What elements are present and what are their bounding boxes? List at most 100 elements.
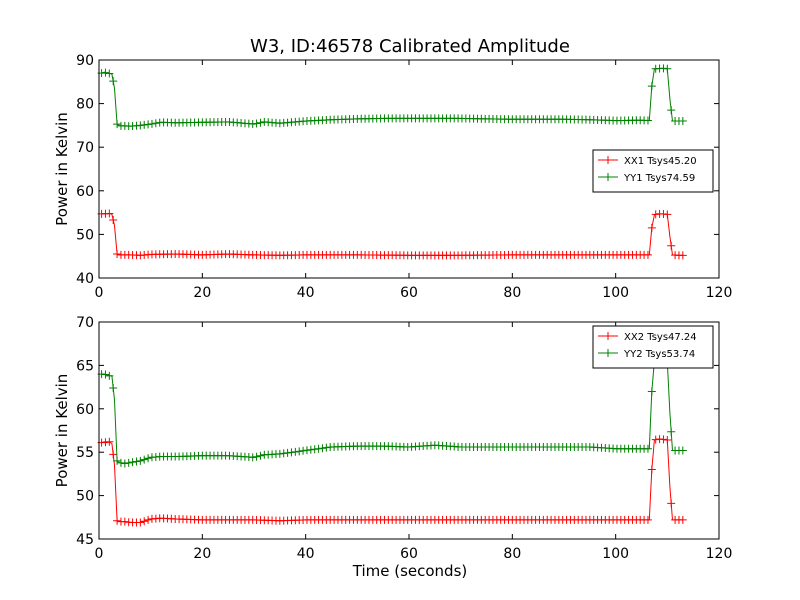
data-point (248, 453, 257, 462)
data-point (306, 445, 315, 454)
data-point (659, 435, 668, 444)
data-point (318, 444, 327, 453)
x-tick-label: 40 (297, 285, 315, 301)
data-point (663, 64, 672, 73)
y-tick-label: 80 (76, 97, 94, 113)
data-point (105, 209, 114, 218)
data-point (275, 449, 284, 458)
data-point (101, 370, 110, 379)
data-point (678, 446, 687, 455)
x-tick-label: 100 (602, 546, 629, 562)
data-point (667, 499, 676, 508)
x-tick-label: 40 (297, 546, 315, 562)
x-tick-label: 0 (95, 285, 104, 301)
y-tick-label: 65 (76, 358, 94, 374)
data-point (678, 117, 687, 126)
data-point (105, 437, 114, 446)
x-tick-label: 100 (602, 285, 629, 301)
data-point (113, 250, 122, 259)
data-point (647, 223, 656, 232)
legend-label: XX2 Tsys47.24 (624, 332, 697, 343)
data-point (136, 456, 145, 465)
y-tick-label: 50 (76, 227, 94, 243)
data-point (643, 515, 652, 524)
legend-box (592, 325, 714, 369)
data-point (109, 450, 118, 459)
y-tick-label: 45 (76, 532, 94, 548)
bottom-plot: 0 20 40 60 80 100 120 45 50 55 60 65 70 Power in Kelv… (53, 315, 732, 562)
x-axis-label: Time (seconds) (352, 562, 468, 580)
data-point (109, 216, 118, 225)
x-tick-label: 20 (193, 546, 211, 562)
legend: XX1 Tsys45.20 YY1 Tsys74.59 (592, 149, 714, 193)
data-point (295, 447, 304, 456)
data-point (113, 516, 122, 525)
legend-label: YY2 Tsys53.74 (623, 349, 695, 360)
data-point (667, 241, 676, 250)
legend-marker (604, 332, 612, 340)
x-tick-label: 120 (706, 285, 733, 301)
data-point (299, 446, 308, 455)
legend: XX2 Tsys47.24 YY2 Tsys53.74 (592, 325, 714, 369)
legend-marker (604, 349, 612, 357)
data-point (116, 458, 125, 467)
data-point (256, 118, 265, 127)
data-point (144, 120, 153, 129)
data-point (147, 119, 156, 128)
legend-marker (604, 156, 612, 164)
data-point (314, 444, 323, 453)
data-point (256, 451, 265, 460)
data-point (101, 68, 110, 77)
legend-marker (604, 173, 612, 181)
y-axis-label: Power in Kelvin (53, 112, 71, 226)
data-point (302, 446, 311, 455)
series-line-0-0 (101, 212, 683, 256)
data-point (144, 454, 153, 463)
series-line-1-0 (101, 438, 683, 523)
x-tick-label: 80 (503, 285, 521, 301)
legend-label: YY1 Tsys74.59 (623, 173, 695, 184)
data-point (109, 77, 118, 86)
data-point (667, 427, 676, 436)
data-point (643, 116, 652, 125)
y-tick-label: 90 (76, 53, 94, 69)
data-point (124, 458, 133, 467)
data-point (105, 371, 114, 380)
y-tick-label: 55 (76, 445, 94, 461)
data-point (663, 436, 672, 445)
y-tick-label: 70 (76, 140, 94, 156)
chart-title: W3, ID:46578 Calibrated Amplitude (250, 36, 570, 57)
x-tick-label: 60 (400, 285, 418, 301)
data-point (643, 250, 652, 259)
data-point (643, 444, 652, 453)
legend-box (592, 149, 714, 193)
top-plot: 0 20 40 60 80 100 120 40 50 60 70 80 90 Power in Kelv… (53, 53, 732, 301)
x-tick-label: 120 (706, 546, 733, 562)
data-point (310, 445, 319, 454)
x-tick-label: 60 (400, 546, 418, 562)
data-point (283, 448, 292, 457)
data-point (132, 457, 141, 466)
x-tick-label: 80 (503, 546, 521, 562)
y-tick-label: 70 (76, 315, 94, 331)
data-point (279, 449, 288, 458)
data-point (120, 517, 129, 526)
y-axis-label: Power in Kelvin (53, 374, 71, 488)
data-point (113, 456, 122, 465)
data-point (109, 383, 118, 392)
x-tick-label: 20 (193, 285, 211, 301)
y-tick-label: 50 (76, 489, 94, 505)
data-point (140, 517, 149, 526)
data-point (105, 69, 114, 78)
data-point (140, 455, 149, 464)
data-point (151, 119, 160, 128)
data-point (136, 518, 145, 527)
data-point (144, 515, 153, 524)
data-point (322, 443, 331, 452)
data-point (128, 458, 137, 467)
data-point (678, 515, 687, 524)
data-point (647, 387, 656, 396)
data-point (252, 452, 261, 461)
y-tick-label: 60 (76, 184, 94, 200)
